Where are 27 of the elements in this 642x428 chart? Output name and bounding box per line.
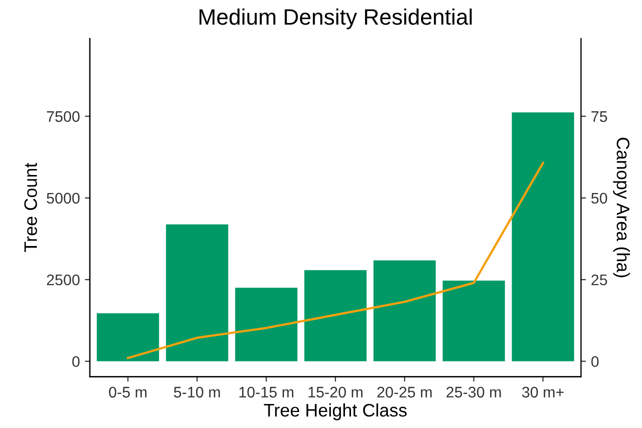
y2-axis-title: Canopy Area (ha)	[613, 138, 630, 278]
chart-title: Medium Density Residential	[200, 8, 472, 30]
y-tick-label: 7500	[46, 111, 80, 122]
bar	[373, 260, 436, 362]
y2-tick-label: 0	[591, 356, 599, 367]
y-tick-label: 0	[72, 356, 80, 367]
bar	[235, 288, 298, 362]
x-tick-label: 10-15 m	[239, 386, 294, 398]
line-series	[126, 162, 544, 360]
x-tick-label: 5-10 m	[174, 386, 220, 398]
bar	[166, 224, 228, 362]
y2-tick-label: 25	[592, 274, 608, 286]
x-tick-label: 15-20 m	[308, 386, 362, 398]
y-tick-label: 5000	[46, 192, 80, 204]
bar	[442, 280, 505, 362]
bar	[96, 313, 160, 362]
y-axis-title: Tree Count	[24, 162, 38, 252]
y2-tick-label: 50	[591, 192, 608, 204]
x-tick-label: 20-25 m	[377, 386, 432, 398]
x-axis-title: Tree Height Class	[264, 403, 407, 420]
x-tick-label: 0-5 m	[109, 386, 146, 398]
bar	[512, 112, 574, 362]
y2-tick-label: 75	[592, 111, 608, 122]
x-tick-label: 25-30 m	[446, 386, 501, 398]
bar	[304, 270, 367, 362]
x-tick-label: 30 m+	[522, 386, 564, 398]
y-tick-label: 2500	[46, 274, 80, 286]
